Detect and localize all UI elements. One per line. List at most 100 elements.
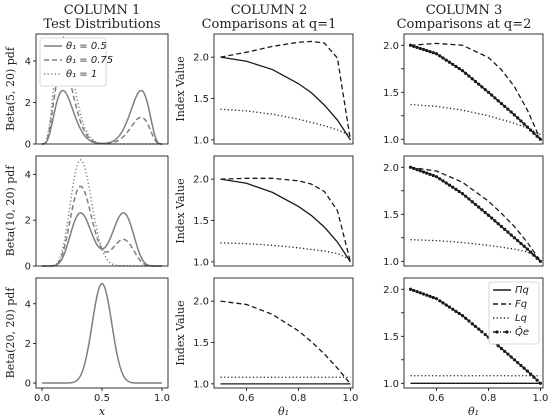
series-marker <box>408 43 413 47</box>
series-marker <box>516 116 520 120</box>
series-marker <box>438 54 442 58</box>
series-marker <box>444 181 448 185</box>
series-marker <box>538 259 543 263</box>
series-marker <box>421 292 426 296</box>
series-marker <box>532 253 536 257</box>
legend-label: Πq <box>515 285 529 296</box>
series-marker <box>473 79 478 84</box>
series-marker <box>412 166 416 171</box>
panel-col1-row3: 0 2 4 0.0 0.5 1.0 Beta(20, 20) pdf x <box>4 277 170 418</box>
series-marker <box>509 355 513 359</box>
y-tick-label: 1.0 <box>193 257 209 268</box>
series-marker <box>438 177 442 181</box>
series-marker <box>457 189 461 194</box>
series-marker <box>486 90 491 94</box>
series-marker <box>428 294 432 298</box>
axes-frame <box>35 155 169 267</box>
x-tick-label: 0.8 <box>480 393 496 404</box>
legend-box <box>39 37 107 87</box>
series-marker <box>425 293 429 297</box>
series-line-0 <box>410 166 541 262</box>
series-marker <box>483 210 487 215</box>
series-marker <box>499 346 504 351</box>
y-tick-label: 2 <box>25 339 31 350</box>
series-marker <box>473 324 478 329</box>
series-marker <box>415 168 419 172</box>
column3-subheading: Comparisons at q=2 <box>397 17 532 32</box>
y-axis-label: Beta(20, 20) pdf <box>4 287 17 379</box>
series-marker <box>529 128 533 132</box>
x-axis-label: x <box>99 405 106 418</box>
series-marker <box>464 71 468 75</box>
x-tick-label: 0.8 <box>290 393 306 404</box>
series-marker <box>434 52 439 56</box>
y-axis-label: Index Value <box>174 56 187 121</box>
series-marker <box>418 169 422 173</box>
series-marker <box>519 363 523 368</box>
y-tick-label: 0 <box>25 140 31 151</box>
series-marker <box>470 322 474 326</box>
series-marker <box>477 82 481 86</box>
series-marker <box>467 197 471 201</box>
series-marker <box>438 299 442 303</box>
column3-heading: COLUMN 3 <box>426 3 503 18</box>
series-line-2 <box>410 239 541 260</box>
y-tick-label: 2.0 <box>193 175 209 186</box>
y-axis-label: Beta(5, 20) pdf <box>4 46 17 131</box>
series-marker <box>509 233 513 237</box>
series-marker <box>457 66 461 71</box>
series-line-1 <box>220 300 351 385</box>
series-marker <box>486 213 491 217</box>
series-marker <box>519 241 523 246</box>
y-tick-label: 1.5 <box>383 210 399 221</box>
series-marker <box>408 165 413 169</box>
series-marker <box>457 311 461 316</box>
y-tick-label: 0 <box>25 379 31 390</box>
series-marker <box>506 352 510 356</box>
series-marker <box>408 287 413 291</box>
legend-box <box>488 281 540 345</box>
series-marker <box>535 256 539 260</box>
series-marker <box>418 46 422 51</box>
series-line-0 <box>220 56 351 141</box>
series-marker <box>451 62 455 66</box>
series-marker <box>483 332 487 337</box>
series-marker <box>460 192 465 196</box>
series-marker <box>506 230 510 234</box>
axes-frame <box>403 277 544 389</box>
series-marker <box>434 175 439 179</box>
series-marker <box>512 113 517 117</box>
y-axis-label: Beta(10, 20) pdf <box>4 165 17 257</box>
legend-label: Q̂e <box>515 325 529 338</box>
series-marker <box>496 99 500 103</box>
y-tick-label: 1.5 <box>193 94 209 105</box>
y-tick-label: 1.5 <box>193 338 209 349</box>
series-marker <box>415 290 419 294</box>
x-tick-label: 1.0 <box>532 393 548 404</box>
column1-subheading: Test Distributions <box>43 17 160 32</box>
series-line-0 <box>220 178 351 263</box>
series-marker <box>415 45 419 50</box>
y-tick-label: 4 <box>25 56 31 67</box>
series-marker <box>535 134 539 138</box>
series-marker <box>460 314 465 318</box>
series-marker <box>503 227 507 231</box>
axes-frame <box>35 277 169 389</box>
axes-frame <box>213 33 354 145</box>
series-marker <box>483 87 487 92</box>
column1-heading: COLUMN 1 <box>64 3 141 18</box>
series-marker <box>512 358 517 362</box>
legend-label: θ₁ = 0.5 <box>66 41 107 52</box>
series-marker <box>480 330 484 334</box>
y-tick-label: 1.0 <box>383 135 399 146</box>
series-marker <box>431 51 435 55</box>
series-marker <box>516 239 520 243</box>
series-marker <box>467 319 471 323</box>
series-marker <box>441 179 445 183</box>
y-tick-label: 2 <box>25 98 31 109</box>
axes-frame <box>213 277 354 389</box>
series-marker <box>418 291 422 295</box>
x-axis-label: θ₁ <box>278 405 289 418</box>
y-tick-label: 1.5 <box>193 216 209 227</box>
series-marker <box>451 185 455 189</box>
